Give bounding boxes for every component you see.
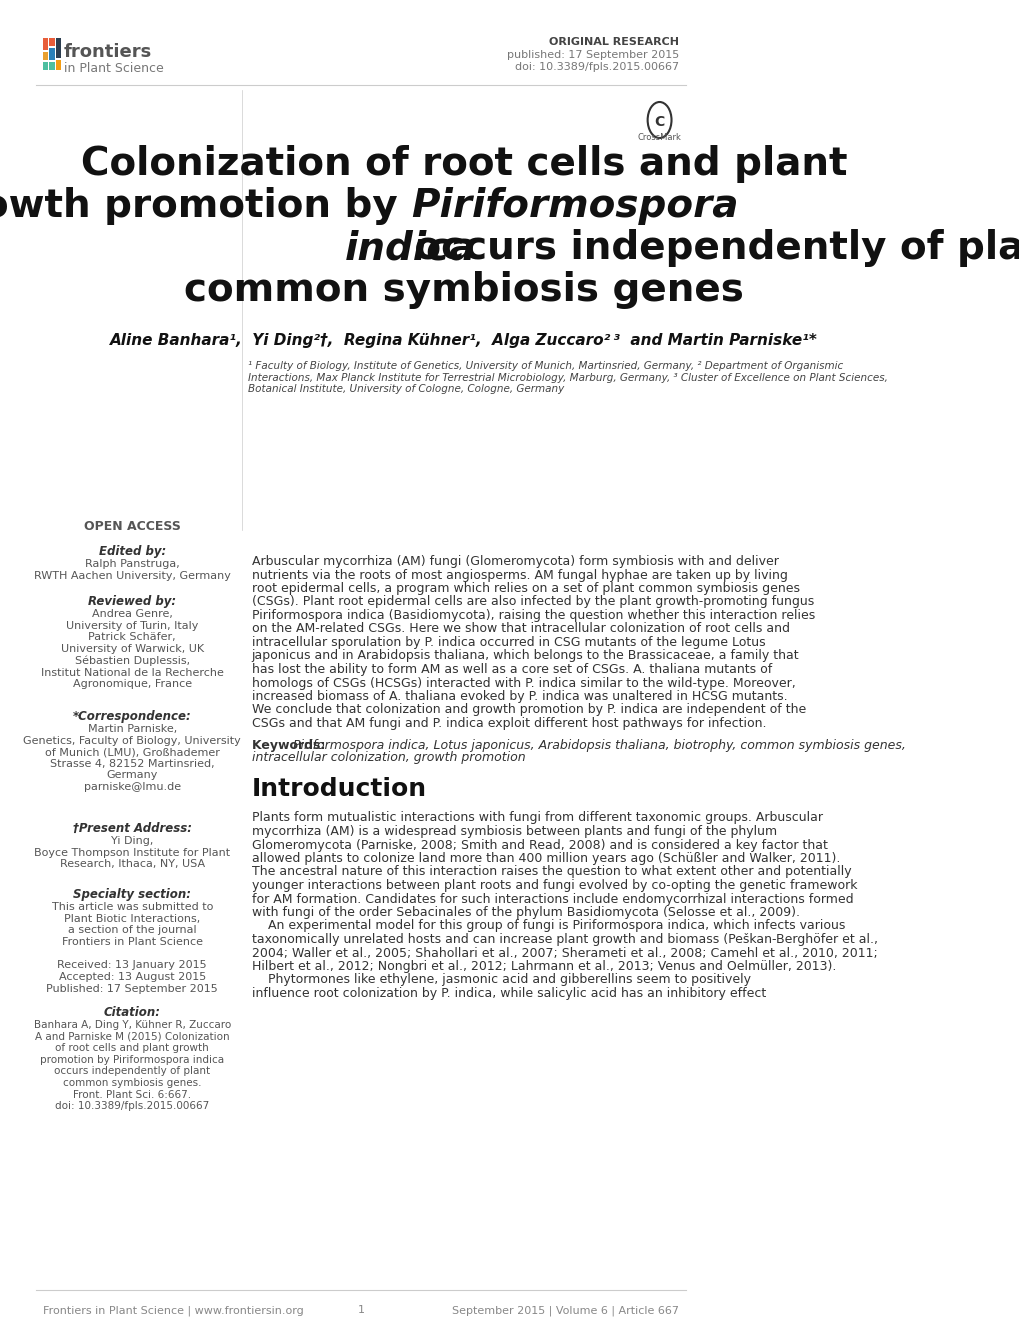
Text: younger interactions between plant roots and fungi evolved by co-opting the gene: younger interactions between plant roots… — [252, 878, 856, 892]
Text: C: C — [654, 115, 664, 129]
Text: CrossMark: CrossMark — [637, 134, 681, 143]
Text: Piriformospora indica (Basidiomycota), raising the question whether this interac: Piriformospora indica (Basidiomycota), r… — [252, 609, 814, 622]
Text: doi: 10.3389/fpls.2015.00667: doi: 10.3389/fpls.2015.00667 — [515, 61, 679, 72]
FancyBboxPatch shape — [56, 37, 61, 57]
Text: occurs independently of plant: occurs independently of plant — [400, 230, 1019, 267]
Text: Accepted: 13 August 2015: Accepted: 13 August 2015 — [59, 972, 206, 983]
Text: Reviewed by:: Reviewed by: — [89, 595, 176, 607]
Text: Andrea Genre,
University of Turin, Italy
Patrick Schäfer,
University of Warwick,: Andrea Genre, University of Turin, Italy… — [41, 609, 223, 689]
Text: CSGs and that AM fungi and P. indica exploit different host pathways for infecti: CSGs and that AM fungi and P. indica exp… — [252, 717, 765, 730]
Text: intracellular sporulation by P. indica occurred in CSG mutants of the legume Lot: intracellular sporulation by P. indica o… — [252, 635, 764, 649]
Text: common symbiosis genes: common symbiosis genes — [183, 271, 743, 308]
FancyBboxPatch shape — [49, 37, 55, 45]
Text: increased biomass of A. thaliana evoked by P. indica was unaltered in HCSG mutan: increased biomass of A. thaliana evoked … — [252, 690, 787, 704]
Text: September 2015 | Volume 6 | Article 667: September 2015 | Volume 6 | Article 667 — [452, 1306, 679, 1315]
Text: (CSGs). Plant root epidermal cells are also infected by the plant growth-promoti: (CSGs). Plant root epidermal cells are a… — [252, 595, 813, 609]
Text: Citation:: Citation: — [104, 1007, 161, 1019]
Text: Edited by:: Edited by: — [99, 545, 166, 558]
Text: mycorrhiza (AM) is a widespread symbiosis between plants and fungi of the phylum: mycorrhiza (AM) is a widespread symbiosi… — [252, 825, 776, 838]
Text: Phytormones like ethylene, jasmonic acid and gibberellins seem to positively: Phytormones like ethylene, jasmonic acid… — [252, 973, 750, 987]
Text: frontiers: frontiers — [64, 43, 152, 61]
Text: growth promotion by: growth promotion by — [0, 187, 411, 226]
Text: influence root colonization by P. indica, while salicylic acid has an inhibitory: influence root colonization by P. indica… — [252, 987, 765, 1000]
Text: indica: indica — [344, 230, 476, 267]
Text: The ancestral nature of this interaction raises the question to what extent othe: The ancestral nature of this interaction… — [252, 865, 851, 878]
Text: OPEN ACCESS: OPEN ACCESS — [84, 521, 180, 533]
FancyBboxPatch shape — [49, 48, 55, 60]
Text: taxonomically unrelated hosts and can increase plant growth and biomass (Peškan-: taxonomically unrelated hosts and can in… — [252, 933, 876, 947]
Text: intracellular colonization, growth promotion: intracellular colonization, growth promo… — [252, 752, 525, 765]
Text: Specialty section:: Specialty section: — [73, 888, 192, 901]
Text: allowed plants to colonize land more than 400 million years ago (Schüßler and Wa: allowed plants to colonize land more tha… — [252, 852, 840, 865]
Text: Introduction: Introduction — [252, 777, 426, 801]
Text: Frontiers in Plant Science | www.frontiersin.org: Frontiers in Plant Science | www.frontie… — [43, 1306, 304, 1315]
FancyBboxPatch shape — [43, 52, 48, 60]
Text: for AM formation. Candidates for such interactions include endomycorrhizal inter: for AM formation. Candidates for such in… — [252, 893, 853, 905]
Text: 1: 1 — [358, 1306, 364, 1315]
FancyBboxPatch shape — [43, 61, 48, 69]
Text: Colonization of root cells and plant: Colonization of root cells and plant — [81, 146, 847, 183]
Text: Yi Ding,
Boyce Thompson Institute for Plant
Research, Ithaca, NY, USA: Yi Ding, Boyce Thompson Institute for Pl… — [35, 836, 230, 869]
Text: 2004; Waller et al., 2005; Shahollari et al., 2007; Sherameti et al., 2008; Came: 2004; Waller et al., 2005; Shahollari et… — [252, 947, 876, 960]
Text: Hilbert et al., 2012; Nongbri et al., 2012; Lahrmann et al., 2013; Venus and Oel: Hilbert et al., 2012; Nongbri et al., 20… — [252, 960, 836, 973]
Text: Published: 17 September 2015: Published: 17 September 2015 — [47, 984, 218, 995]
Text: japonicus and in Arabidopsis thaliana, which belongs to the Brassicaceae, a fami: japonicus and in Arabidopsis thaliana, w… — [252, 650, 799, 662]
Text: with fungi of the order Sebacinales of the phylum Basidiomycota (Selosse et al.,: with fungi of the order Sebacinales of t… — [252, 906, 799, 918]
Text: *Correspondence:: *Correspondence: — [73, 710, 192, 724]
Text: Piriformospora: Piriformospora — [411, 187, 738, 226]
Text: Martin Parniske,
Genetics, Faculty of Biology, University
of Munich (LMU), Großh: Martin Parniske, Genetics, Faculty of Bi… — [23, 724, 240, 792]
FancyBboxPatch shape — [56, 60, 61, 69]
Text: in Plant Science: in Plant Science — [64, 61, 164, 75]
Text: Ralph Panstruga,
RWTH Aachen University, Germany: Ralph Panstruga, RWTH Aachen University,… — [34, 559, 230, 581]
Text: root epidermal cells, a program which relies on a set of plant common symbiosis : root epidermal cells, a program which re… — [252, 582, 799, 595]
Text: published: 17 September 2015: published: 17 September 2015 — [506, 49, 679, 60]
Text: homologs of CSGs (HCSGs) interacted with P. indica similar to the wild-type. Mor: homologs of CSGs (HCSGs) interacted with… — [252, 677, 795, 689]
Text: Keywords:: Keywords: — [252, 738, 329, 752]
Text: ORIGINAL RESEARCH: ORIGINAL RESEARCH — [549, 37, 679, 47]
Text: ¹ Faculty of Biology, Institute of Genetics, University of Munich, Martinsried, : ¹ Faculty of Biology, Institute of Genet… — [249, 360, 888, 394]
Text: Received: 13 January 2015: Received: 13 January 2015 — [57, 960, 207, 971]
Text: Glomeromycota (Parniske, 2008; Smith and Read, 2008) and is considered a key fac: Glomeromycota (Parniske, 2008; Smith and… — [252, 838, 826, 852]
Text: Plants form mutualistic interactions with fungi from different taxonomic groups.: Plants form mutualistic interactions wit… — [252, 812, 822, 825]
Text: has lost the ability to form AM as well as a core set of CSGs. A. thaliana mutan: has lost the ability to form AM as well … — [252, 663, 771, 676]
Text: We conclude that colonization and growth promotion by P. indica are independent : We conclude that colonization and growth… — [252, 704, 805, 717]
Text: Arbuscular mycorrhiza (AM) fungi (Glomeromycota) form symbiosis with and deliver: Arbuscular mycorrhiza (AM) fungi (Glomer… — [252, 555, 777, 567]
Text: Piriformospora indica, Lotus japonicus, Arabidopsis thaliana, biotrophy, common : Piriformospora indica, Lotus japonicus, … — [292, 738, 905, 752]
Text: This article was submitted to
Plant Biotic Interactions,
a section of the journa: This article was submitted to Plant Biot… — [52, 902, 213, 947]
Text: nutrients via the roots of most angiosperms. AM fungal hyphae are taken up by li: nutrients via the roots of most angiospe… — [252, 569, 787, 582]
FancyBboxPatch shape — [43, 37, 48, 49]
FancyBboxPatch shape — [49, 61, 55, 69]
Text: on the AM-related CSGs. Here we show that intracellular colonization of root cel: on the AM-related CSGs. Here we show tha… — [252, 622, 789, 635]
Text: Aline Banhara¹,  Yi Ding²†,  Regina Kühner¹,  Alga Zuccaro² ³  and Martin Parnis: Aline Banhara¹, Yi Ding²†, Regina Kühner… — [110, 332, 817, 348]
Text: †Present Address:: †Present Address: — [72, 822, 192, 834]
Text: Banhara A, Ding Y, Kühner R, Zuccaro
A and Parniske M (2015) Colonization
of roo: Banhara A, Ding Y, Kühner R, Zuccaro A a… — [34, 1020, 230, 1111]
Text: An experimental model for this group of fungi is Piriformospora indica, which in: An experimental model for this group of … — [252, 920, 844, 933]
